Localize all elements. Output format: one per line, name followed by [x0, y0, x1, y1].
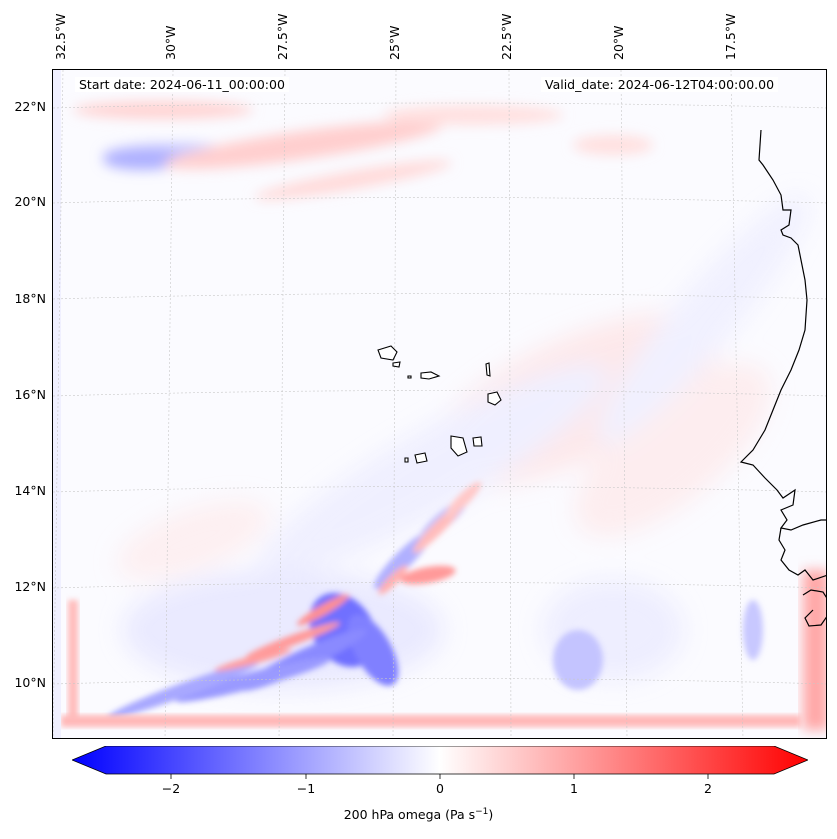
- graticule-lines: [53, 70, 826, 738]
- cape-verde-islands: [377, 345, 502, 464]
- valid-date-label: Valid_date: 2024-06-12T04:00:00.00: [541, 77, 779, 92]
- colorbar-tick-label: 0: [436, 781, 444, 796]
- latitude-label: 16°N: [14, 387, 46, 402]
- omega-anomaly-blobs: [53, 70, 826, 738]
- start-date-label: Start date: 2024-06-11_00:00:00: [75, 77, 289, 92]
- colorbar-tick-label: 1: [570, 781, 578, 796]
- longitude-label: 32.5°W: [53, 13, 68, 60]
- longitude-label: 25°W: [387, 25, 402, 60]
- latitude-label: 18°N: [14, 291, 46, 306]
- latitude-label: 10°N: [14, 675, 46, 690]
- colorbar-gradient: [72, 746, 808, 775]
- colorbar: [72, 746, 808, 779]
- longitude-label: 27.5°W: [275, 13, 290, 60]
- longitude-label: 20°W: [611, 25, 626, 60]
- colorbar-label: 200 hPa omega (Pa s−1): [343, 807, 494, 823]
- longitude-label: 22.5°W: [499, 13, 514, 60]
- colorbar-tick-label: −2: [161, 781, 181, 796]
- colorbar-tick-label: −1: [296, 781, 316, 796]
- latitude-label: 14°N: [14, 483, 46, 498]
- longitude-label: 30°W: [163, 25, 178, 60]
- omega-field: [53, 70, 826, 738]
- latitude-label: 20°N: [14, 194, 46, 209]
- colorbar-tick-label: 2: [704, 781, 712, 796]
- longitude-label: 17.5°W: [723, 13, 738, 60]
- map-panel: [52, 69, 827, 739]
- latitude-label: 22°N: [14, 99, 46, 114]
- coastline: [739, 129, 826, 627]
- latitude-label: 12°N: [14, 579, 46, 594]
